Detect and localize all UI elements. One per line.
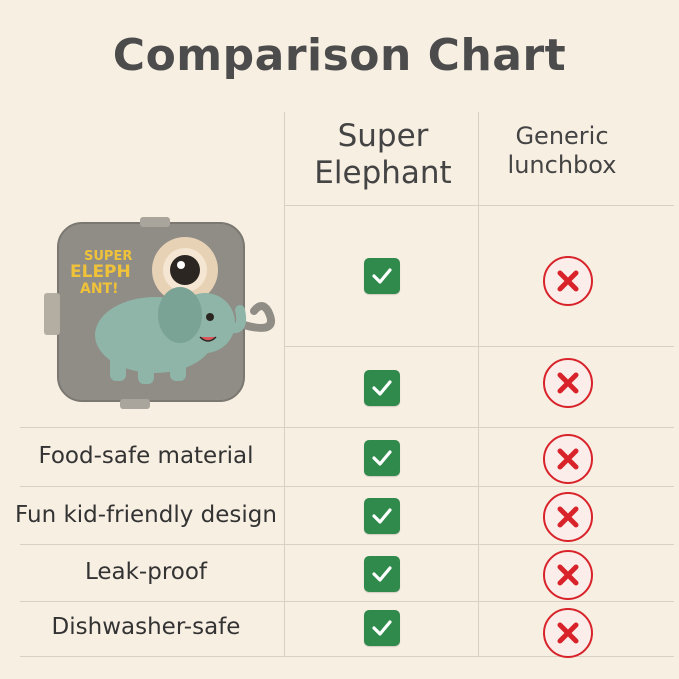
product-image: SUPER ELEPH ANT! — [40, 215, 280, 415]
grid-line — [20, 427, 674, 428]
check-icon — [364, 258, 400, 294]
page-title: Comparison Chart — [112, 30, 567, 81]
check-icon — [364, 440, 400, 476]
cross-icon — [543, 256, 593, 306]
row-label-food-safe-material: Food-safe material — [38, 443, 254, 469]
grid-line — [284, 346, 674, 347]
check-icon — [364, 498, 400, 534]
column-header-super-elephant: Super Elephant — [314, 118, 452, 192]
cross-icon — [543, 608, 593, 658]
grid-line — [284, 205, 674, 206]
check-icon — [364, 556, 400, 592]
grid-line — [20, 544, 674, 545]
row-label-leak-proof: Leak-proof — [84, 559, 208, 585]
row-label-fun-kid-friendly-design: Fun kid-friendly design — [15, 502, 277, 528]
cross-icon — [543, 358, 593, 408]
grid-line — [284, 112, 285, 657]
brand-text-line1: SUPER — [84, 249, 132, 264]
grid-line — [20, 601, 674, 602]
cross-icon — [543, 550, 593, 600]
column-header-generic-lunchbox: Generic lunchbox — [507, 122, 617, 179]
cross-icon — [543, 434, 593, 484]
row-label-dishwasher-safe: Dishwasher-safe — [51, 614, 241, 640]
check-icon — [364, 370, 400, 406]
brand-text-line3: ANT! — [80, 281, 119, 297]
brand-text-line2: ELEPH — [70, 262, 131, 282]
cross-icon — [543, 492, 593, 542]
check-icon — [364, 610, 400, 646]
grid-line — [20, 486, 674, 487]
grid-line — [20, 656, 674, 657]
grid-line — [478, 112, 479, 657]
elephant-lunchbox-illustration: SUPER ELEPH ANT! — [44, 217, 275, 409]
